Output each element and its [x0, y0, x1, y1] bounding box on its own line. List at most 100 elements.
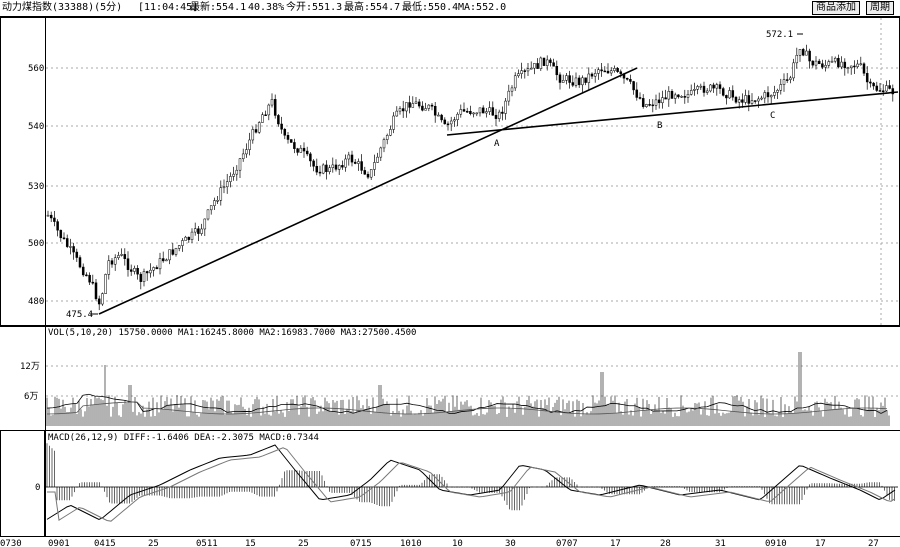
candle-body: [715, 84, 719, 89]
candle-body: [488, 107, 491, 112]
candle-body: [245, 149, 248, 155]
candle-body: [798, 49, 802, 56]
candle-body: [430, 104, 434, 107]
candle-body: [56, 221, 59, 231]
candle-body: [433, 105, 437, 116]
candle-body: [670, 91, 674, 99]
instrument-title: 动力煤指数(33388)(5分): [2, 2, 123, 13]
candle-body: [648, 104, 651, 106]
candle-body: [261, 114, 264, 123]
candle-body: [350, 154, 354, 163]
x-tick-label: 31: [715, 539, 726, 547]
candle-body: [75, 251, 79, 258]
candle-body: [478, 107, 482, 114]
candle-body: [360, 161, 363, 171]
price-panel-frame: [0, 17, 900, 326]
candle-body: [705, 90, 709, 93]
candle-body: [283, 128, 287, 136]
candle-body: [203, 218, 207, 230]
x-tick-label: 0910: [765, 539, 787, 547]
candle-body: [321, 164, 325, 174]
candle-body: [517, 73, 520, 77]
candle-body: [721, 88, 725, 96]
candle-body: [795, 55, 799, 64]
candle-body: [289, 139, 293, 143]
candle-body: [667, 91, 671, 100]
volume-bars: [46, 352, 890, 426]
candle-body: [104, 274, 107, 294]
candle-body: [728, 90, 731, 99]
candle-body: [571, 82, 575, 86]
candle-body: [46, 214, 50, 217]
candle-body: [869, 81, 872, 84]
candle-body: [296, 148, 299, 153]
candle-body: [414, 101, 418, 104]
period-button[interactable]: 周期: [866, 1, 894, 15]
candle-body: [581, 77, 584, 86]
x-tick-label: 25: [148, 539, 159, 547]
candle-body: [533, 63, 536, 69]
candle-body: [510, 87, 514, 92]
candle-body: [725, 95, 728, 99]
candle-body: [677, 94, 680, 98]
candle-body: [315, 165, 319, 173]
add-commodity-button[interactable]: 商品添加: [812, 1, 860, 15]
candle-body: [213, 200, 216, 206]
x-tick-label: 28: [660, 539, 671, 547]
candle-body: [830, 60, 834, 63]
candle-body: [686, 94, 690, 98]
candle-body: [741, 99, 744, 103]
candle-body: [120, 254, 123, 256]
x-axis-left-label: 0730: [0, 539, 22, 547]
point-c-label: C: [770, 111, 775, 121]
candle-body: [421, 105, 424, 111]
candle-body: [555, 65, 559, 76]
candle-body: [616, 68, 619, 72]
candle-body: [865, 73, 869, 83]
candle-body: [334, 164, 338, 170]
candle-body: [718, 84, 722, 89]
ma-readout: MA:552.0: [458, 2, 507, 13]
candle-body: [129, 269, 133, 272]
candle-body: [280, 123, 283, 130]
candle-body: [632, 81, 635, 91]
candle-body: [625, 77, 629, 80]
candle-body: [654, 99, 658, 106]
candle-body: [408, 102, 411, 108]
x-tick-label: 30: [505, 539, 516, 547]
candle-body: [673, 94, 677, 99]
x-tick-label: 0707: [556, 539, 578, 547]
candle-body: [443, 119, 447, 125]
candle-body: [232, 173, 235, 177]
volume-legend: VOL(5,10,20) 15750.0000 MA1:16245.8000 M…: [48, 328, 417, 338]
candle-body: [171, 249, 175, 255]
candle-body: [779, 84, 783, 91]
candle-body: [808, 50, 811, 62]
candle-body: [859, 63, 863, 66]
candle-body: [501, 111, 504, 114]
candle-body: [757, 98, 760, 102]
candle-body: [462, 109, 466, 112]
candle-body: [753, 100, 757, 102]
candle-body: [744, 95, 747, 103]
candle-body: [97, 298, 101, 305]
candle-body: [299, 147, 303, 153]
candle-body: [331, 164, 335, 168]
candle-body: [379, 147, 383, 158]
candle-body: [485, 111, 488, 114]
candle-body: [177, 245, 181, 249]
candle-body: [680, 96, 683, 98]
candle-body: [891, 88, 895, 95]
latest-price: 最新:554.1: [190, 2, 247, 13]
candle-body: [257, 122, 261, 133]
volume-tick-12w: 12万: [20, 362, 40, 372]
candle-body: [293, 142, 296, 149]
candle-body: [59, 229, 63, 239]
candle-body: [62, 237, 66, 240]
low-label: 475.4: [66, 310, 93, 320]
candle-body: [875, 85, 879, 91]
candle-body: [417, 101, 421, 107]
candle-body: [123, 254, 127, 259]
candle-body: [161, 258, 165, 262]
x-tick-label: 0415: [94, 539, 116, 547]
